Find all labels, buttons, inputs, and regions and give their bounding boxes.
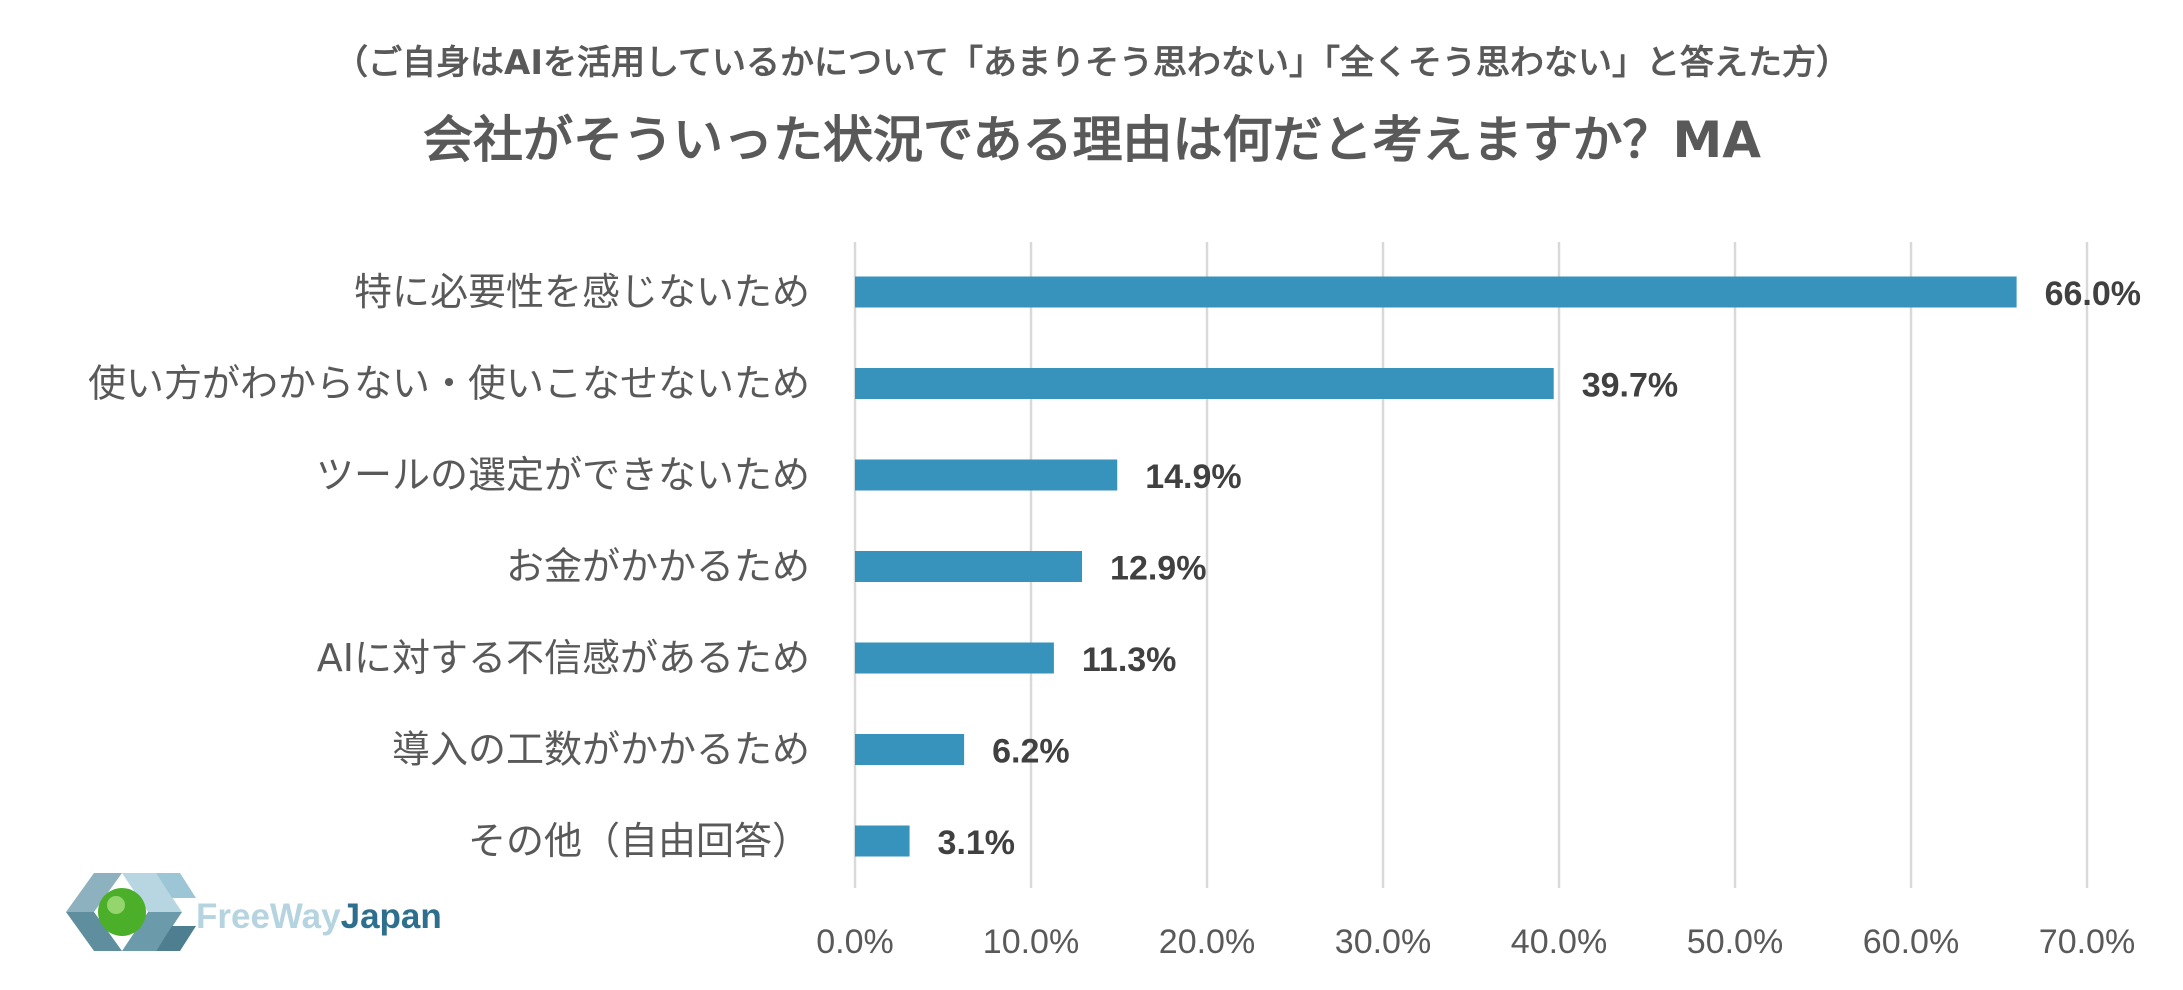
bar	[855, 825, 910, 857]
x-tick-label: 50.0%	[1687, 923, 1783, 961]
x-tick-label: 20.0%	[1159, 923, 1255, 961]
bar	[855, 368, 1554, 399]
chart-title: 会社がそういった状況である理由は何だと考えますか？MA	[423, 111, 1761, 169]
x-tick-label: 0.0%	[816, 923, 894, 961]
value-label: 14.9%	[1145, 458, 1241, 496]
value-label: 3.1%	[938, 824, 1016, 862]
logo-text-freeway: FreeWay	[196, 897, 341, 936]
category-label: 導入の工数がかかるため	[392, 728, 810, 772]
category-label: 使い方がわからない・使いこなせないため	[88, 362, 810, 406]
value-label: 66.0%	[2045, 275, 2141, 313]
category-label: その他（自由回答）	[468, 819, 810, 863]
bar	[855, 642, 1054, 674]
x-tick-label: 60.0%	[1863, 923, 1959, 961]
value-label: 6.2%	[992, 733, 1070, 771]
category-labels: 特に必要性を感じないため使い方がわからない・使いこなせないためツールの選定ができ…	[88, 270, 810, 863]
x-tick-label: 70.0%	[2039, 923, 2135, 961]
chart-subtitle: （ご自身はAIを活用しているかについて「あまりそう思わない」「全くそう思わない」…	[334, 43, 1850, 83]
bars	[855, 276, 2017, 857]
category-label: ツールの選定ができないため	[316, 453, 810, 497]
value-label: 12.9%	[1110, 550, 1206, 588]
x-tick-label: 10.0%	[983, 923, 1079, 961]
value-labels: 66.0% 39.7% 14.9% 12.9% 11.3% 6.2% 3.1%	[938, 275, 2141, 862]
x-tick-label: 40.0%	[1511, 923, 1607, 961]
bar	[855, 551, 1083, 582]
logo-mark-icon	[66, 873, 196, 951]
value-label: 11.3%	[1082, 641, 1177, 679]
bar	[855, 459, 1118, 491]
category-label: 特に必要性を感じないため	[354, 270, 810, 314]
x-axis-tick-labels: 0.0% 10.0% 20.0% 30.0% 40.0% 50.0% 60.0% 70.0%	[816, 923, 2135, 961]
x-tick-label: 30.0%	[1335, 923, 1431, 961]
category-label: AIに対する不信感があるため	[317, 636, 810, 680]
gridlines	[853, 242, 2089, 888]
category-label: お金がかかるため	[506, 545, 810, 589]
logo-text-japan: Japan	[341, 897, 442, 936]
freewayjapan-logo: FreeWayJapan	[66, 873, 442, 951]
bar	[855, 734, 965, 765]
bar	[855, 276, 2017, 308]
value-label: 39.7%	[1582, 367, 1678, 405]
logo-text: FreeWayJapan	[196, 897, 442, 936]
